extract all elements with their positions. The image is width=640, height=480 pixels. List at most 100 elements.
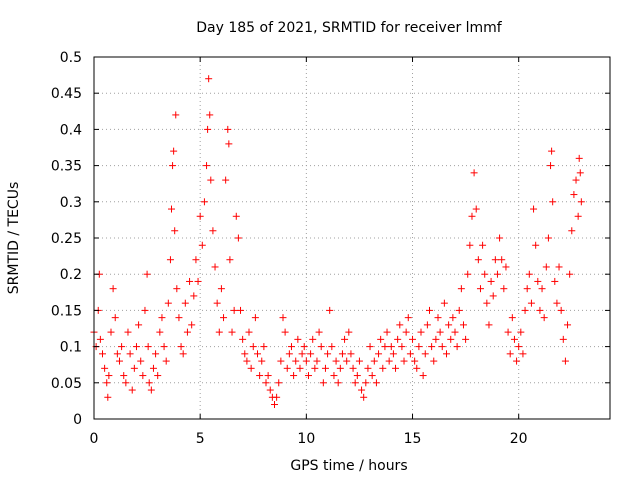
data-point	[570, 191, 578, 199]
data-point	[362, 379, 370, 387]
data-point	[379, 364, 387, 372]
data-point	[472, 205, 480, 213]
data-point	[158, 314, 166, 322]
data-point	[120, 372, 128, 380]
data-point	[372, 379, 380, 387]
data-point	[527, 299, 535, 307]
data-point	[404, 314, 412, 322]
data-point	[517, 328, 525, 336]
data-point	[169, 162, 177, 170]
data-point	[426, 306, 434, 314]
data-point	[200, 198, 208, 206]
data-point	[270, 401, 278, 409]
data-point	[279, 314, 287, 322]
x-axis-label: GPS time / hours	[290, 458, 407, 474]
data-point	[534, 277, 542, 285]
data-point	[508, 314, 516, 322]
data-point	[107, 328, 115, 336]
data-point	[468, 212, 476, 220]
data-point	[540, 314, 548, 322]
data-point	[204, 125, 212, 133]
data-point	[98, 350, 106, 358]
data-point	[549, 198, 557, 206]
data-point	[130, 364, 138, 372]
data-point	[377, 335, 385, 343]
data-point	[530, 205, 538, 213]
data-point	[432, 335, 440, 343]
data-point	[152, 350, 160, 358]
data-point	[192, 256, 200, 264]
data-point	[413, 364, 421, 372]
data-point	[547, 162, 555, 170]
data-point	[194, 277, 202, 285]
data-point	[243, 357, 251, 365]
y-tick-label: 0.5	[60, 50, 82, 66]
y-axis-label: SRMTID / TECUs	[6, 182, 22, 295]
data-point	[383, 328, 391, 336]
data-point	[177, 343, 185, 351]
data-point	[198, 241, 206, 249]
data-points	[90, 75, 585, 409]
y-tick-label: 0.1	[60, 340, 82, 356]
data-point	[237, 306, 245, 314]
data-point	[500, 285, 508, 293]
data-point	[457, 285, 465, 293]
y-tick-label: 0.35	[51, 159, 82, 175]
data-point	[447, 335, 455, 343]
data-point	[281, 328, 289, 336]
data-point	[171, 227, 179, 235]
data-point	[502, 263, 510, 271]
data-point	[544, 234, 552, 242]
data-point	[162, 357, 170, 365]
x-tick-label: 5	[196, 431, 205, 447]
x-tick-label: 20	[510, 431, 528, 447]
data-point	[266, 386, 274, 394]
data-point	[168, 205, 176, 213]
data-point	[409, 335, 417, 343]
data-point	[179, 350, 187, 358]
data-point	[551, 277, 559, 285]
data-point	[481, 270, 489, 278]
data-point	[326, 306, 334, 314]
data-point	[341, 335, 349, 343]
data-point	[389, 350, 397, 358]
data-point	[298, 350, 306, 358]
data-point	[207, 176, 215, 184]
data-point	[104, 393, 112, 401]
data-point	[228, 328, 236, 336]
data-point	[126, 350, 134, 358]
data-point	[575, 154, 583, 162]
data-point	[251, 314, 259, 322]
data-point	[232, 212, 240, 220]
data-point	[566, 270, 574, 278]
data-point	[358, 386, 366, 394]
data-point	[254, 350, 262, 358]
data-point	[113, 350, 121, 358]
data-point	[466, 241, 474, 249]
data-point	[387, 343, 395, 351]
data-point	[364, 364, 372, 372]
data-point	[411, 357, 419, 365]
data-point	[445, 321, 453, 329]
data-point	[103, 379, 111, 387]
data-point	[300, 343, 308, 351]
data-point	[172, 111, 180, 119]
data-point	[493, 270, 501, 278]
data-point	[135, 321, 143, 329]
data-point	[144, 343, 152, 351]
data-point	[451, 328, 459, 336]
data-point	[277, 357, 285, 365]
data-point	[183, 328, 191, 336]
data-point	[577, 198, 585, 206]
data-point	[209, 227, 217, 235]
data-point	[181, 299, 189, 307]
data-point	[462, 335, 470, 343]
data-point	[370, 357, 378, 365]
data-point	[122, 379, 130, 387]
data-point	[368, 372, 376, 380]
data-point	[319, 379, 327, 387]
data-point	[576, 169, 584, 177]
data-point	[519, 350, 527, 358]
data-point	[402, 328, 410, 336]
data-point	[396, 321, 404, 329]
